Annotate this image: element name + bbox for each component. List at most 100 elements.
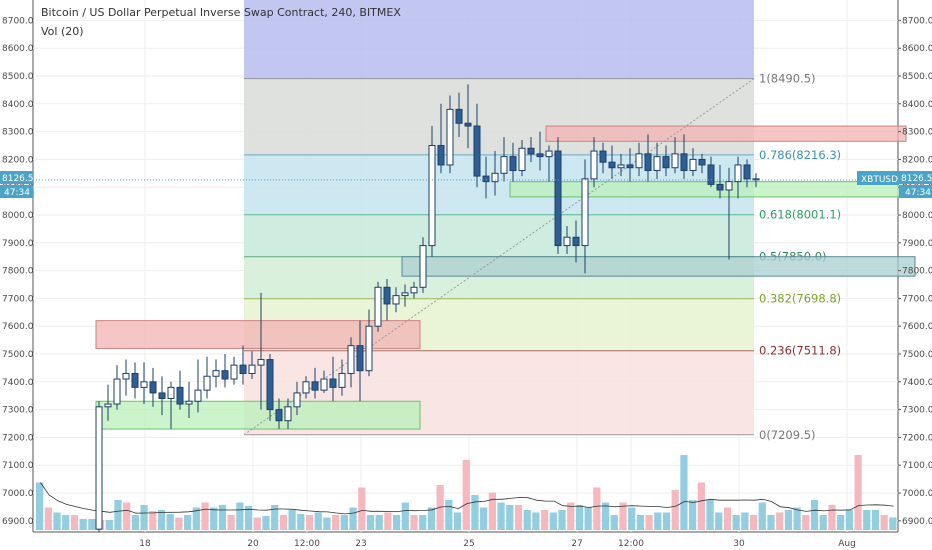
volume-bar xyxy=(497,502,505,530)
volume-bar xyxy=(680,455,688,530)
right-price-tick: 8000.0 xyxy=(902,211,932,221)
volume-bar xyxy=(62,515,70,530)
volume-bar xyxy=(784,510,793,530)
volume-bar xyxy=(332,515,340,530)
candle-body xyxy=(275,409,283,422)
time-tick: Aug xyxy=(838,539,856,549)
right-price-tick: 7100.0 xyxy=(902,461,932,471)
volume-bar xyxy=(236,502,244,530)
candle-body xyxy=(320,378,328,391)
candle-body xyxy=(500,156,508,174)
candle-body xyxy=(626,164,634,169)
volume-bar xyxy=(445,500,453,530)
volume-bar xyxy=(192,507,200,530)
volume-bar xyxy=(401,502,409,530)
time-tick: 27 xyxy=(571,539,582,549)
left-price-tick: 7700.0 xyxy=(2,294,34,304)
left-price-tick: 8200.0 xyxy=(2,155,34,165)
candle-body xyxy=(725,181,733,191)
candle-body xyxy=(293,392,301,408)
volume-bar xyxy=(366,515,375,530)
candle-body xyxy=(374,286,382,327)
right-price-tick: 8600.0 xyxy=(902,44,932,54)
candle-body xyxy=(176,386,184,405)
volume-bar xyxy=(758,502,766,530)
candle-body xyxy=(401,292,409,297)
left-price-axis[interactable]: 8700.08600.08500.08400.08300.08200.08100… xyxy=(2,16,34,526)
volume-bar xyxy=(279,515,288,530)
volume-bar xyxy=(44,507,52,530)
volume-bar xyxy=(837,515,845,530)
right-price-tick: 7600.0 xyxy=(902,322,932,332)
volume-bar xyxy=(288,510,296,530)
candle-body xyxy=(329,378,337,388)
left-price-tick: 8400.0 xyxy=(2,100,34,110)
volume-bar xyxy=(810,500,819,530)
volume-bar xyxy=(863,510,871,530)
volume-bar xyxy=(384,512,392,530)
volume-bar xyxy=(79,519,87,530)
candle-body xyxy=(302,381,310,394)
volume-bar xyxy=(636,515,644,530)
candle-body xyxy=(212,370,220,377)
volume-bar xyxy=(410,515,418,530)
left-price-tick: 7000.0 xyxy=(2,489,34,499)
volume-bar xyxy=(157,510,166,530)
fib-band xyxy=(244,78,754,155)
volume-bar xyxy=(854,455,862,530)
candle-body xyxy=(95,406,103,530)
candle-body xyxy=(545,150,553,158)
volume-bar xyxy=(323,517,331,530)
volume-bar xyxy=(471,495,479,530)
fib-retracement[interactable]: 1(8490.5)0.786(8216.3)0.618(8001.1)0.5(7… xyxy=(244,0,841,442)
zone-resistance xyxy=(545,125,907,142)
left-price-tick: 7600.0 xyxy=(2,322,34,332)
candle-body xyxy=(455,108,463,124)
candle-body xyxy=(608,161,616,169)
fib-level-label: 0(7209.5) xyxy=(759,428,816,442)
volume-bar xyxy=(36,482,44,530)
candle-body xyxy=(392,295,400,305)
volume-bar xyxy=(314,512,322,530)
candle-body xyxy=(185,400,193,405)
left-countdown: 47:34 xyxy=(4,188,30,198)
candle-body xyxy=(257,359,265,366)
candle-body xyxy=(167,386,175,399)
candle-body xyxy=(563,236,571,247)
left-price-tick: 7100.0 xyxy=(2,461,34,471)
right-price-tick: 8200.0 xyxy=(902,155,932,165)
candle-body xyxy=(239,364,247,374)
volume-bar xyxy=(392,515,401,530)
right-price-tick: 8500.0 xyxy=(902,72,932,82)
volume-bar xyxy=(175,517,183,530)
right-price-tick: 8300.0 xyxy=(902,128,932,138)
volume-bar xyxy=(610,515,618,530)
volume-bar xyxy=(793,507,801,530)
candle-body xyxy=(266,359,274,411)
candle-body xyxy=(356,345,364,372)
candle-body xyxy=(581,178,589,247)
volume-bar xyxy=(558,510,566,530)
left-price-tick: 7200.0 xyxy=(2,433,34,443)
volume-bar xyxy=(480,507,488,530)
volume-indicator-label[interactable]: Vol (20) xyxy=(41,25,84,38)
volume-bar xyxy=(628,507,636,530)
volume-bar xyxy=(880,515,888,530)
volume-bar xyxy=(802,515,810,530)
volume-bar xyxy=(819,515,827,530)
volume-bar xyxy=(340,515,348,530)
volume-bar xyxy=(262,516,270,530)
volume-bar xyxy=(297,514,305,530)
candle-body xyxy=(653,156,661,172)
right-price-axis[interactable]: 8700.08600.08500.08400.08300.08200.08100… xyxy=(898,16,932,527)
left-price-tick: 8600.0 xyxy=(2,44,34,54)
volume-bar xyxy=(253,517,261,530)
candle-body xyxy=(383,286,391,305)
candle-body xyxy=(365,325,373,372)
time-tick: 12:00 xyxy=(294,539,320,549)
left-price-tick: 6900.0 xyxy=(2,517,34,527)
volume-bar xyxy=(140,505,148,530)
candle-body xyxy=(149,381,157,394)
